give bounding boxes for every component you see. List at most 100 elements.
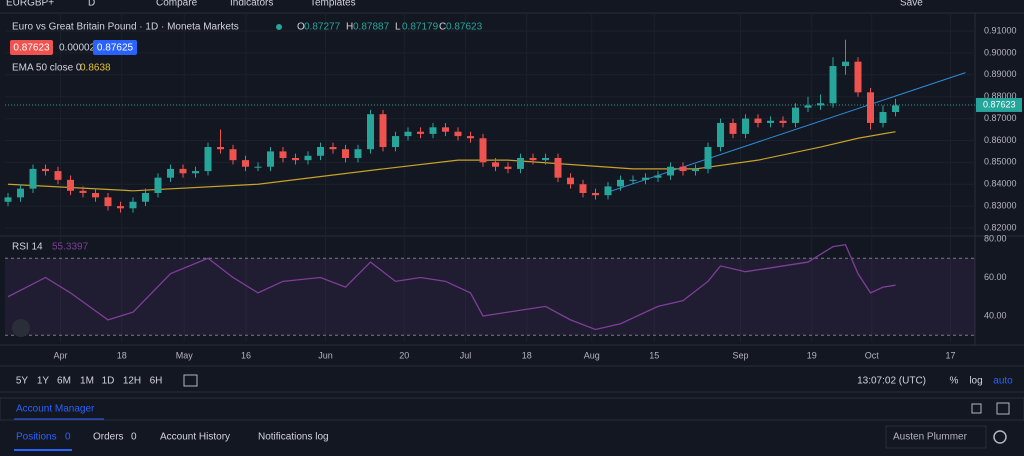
legend-title: Euro vs Great Britain Pound · 1D · Monet… <box>12 22 239 33</box>
rsi-legend: RSI 14 <box>12 242 43 253</box>
range-button[interactable]: 1M <box>80 376 94 387</box>
candle-body <box>229 149 237 161</box>
y-tick-label: 0.83000 <box>984 200 1017 210</box>
symbol-button[interactable]: EURGBP+ <box>6 0 54 9</box>
y-tick-label: 0.86000 <box>984 135 1017 145</box>
candle-body <box>504 166 512 169</box>
tab-notifications[interactable]: Notifications log <box>258 432 329 443</box>
save-button[interactable]: Save <box>900 0 923 9</box>
candle-body <box>492 162 499 167</box>
candle-body <box>192 171 199 174</box>
range-button[interactable]: 12H <box>123 376 141 387</box>
range-button[interactable]: 1D <box>102 376 115 387</box>
candle-body <box>429 127 437 134</box>
bid-box[interactable] <box>10 40 53 55</box>
date-range-icon[interactable] <box>183 374 198 387</box>
candle-body <box>404 131 412 137</box>
x-tick-label: 17 <box>945 350 955 360</box>
tab-positions[interactable]: Positions <box>16 432 57 443</box>
candle-body <box>704 147 712 169</box>
candle-body <box>279 151 287 158</box>
ohlc-label: H <box>346 22 353 33</box>
candle-body <box>617 179 624 187</box>
logo[interactable] <box>12 319 30 337</box>
candle-body <box>592 192 599 196</box>
range-button[interactable]: 6H <box>150 376 163 387</box>
ask-price: 0.87625 <box>97 43 134 54</box>
candle-body <box>829 66 837 104</box>
x-tick-label: Sep <box>732 350 748 360</box>
clock: 13:07:02 (UTC) <box>857 376 926 387</box>
x-tick-label: 16 <box>241 350 251 360</box>
indicators-button[interactable]: Indicators <box>230 0 273 9</box>
range-button[interactable]: 1Y <box>37 376 50 387</box>
candle-body <box>479 138 487 163</box>
candle-body <box>842 61 849 67</box>
y-tick-label: 0.89000 <box>984 69 1017 79</box>
candle-body <box>242 160 249 167</box>
y-tick-label: 0.90000 <box>984 47 1017 57</box>
candle-body <box>42 168 49 172</box>
candle-body <box>729 122 737 134</box>
settings-icon[interactable] <box>993 430 1007 444</box>
candle-body <box>567 177 574 185</box>
candle-body <box>754 118 762 123</box>
candle-body <box>317 147 324 156</box>
y-tick-label: 0.85000 <box>984 157 1017 167</box>
y-tick-label: 0.87000 <box>984 113 1017 123</box>
candle-body <box>142 192 149 202</box>
candle-body <box>179 168 187 174</box>
candle-body <box>267 151 274 167</box>
candle-body <box>542 157 549 161</box>
candle-body <box>204 147 212 172</box>
candle-body <box>217 147 224 150</box>
candle-body <box>629 179 637 181</box>
last-price-box <box>976 97 1022 112</box>
market-status <box>276 24 282 30</box>
log-toggle[interactable]: log <box>969 376 982 387</box>
candle-body <box>529 157 537 161</box>
panel-title[interactable]: Account Manager <box>16 404 95 415</box>
range-button[interactable]: 5Y <box>16 376 29 387</box>
candle-body <box>892 105 899 113</box>
interval-button[interactable]: D <box>88 0 95 9</box>
y-tick-label: 0.84000 <box>984 179 1017 189</box>
range-button[interactable]: 6M <box>57 376 71 387</box>
candle-body <box>329 147 337 150</box>
ohlc-value: 0.87887 <box>353 22 390 33</box>
minimize-icon[interactable] <box>971 403 982 414</box>
rsi-line <box>7 244 896 331</box>
ema-legend: EMA 50 close 0 <box>12 63 82 74</box>
candle-body <box>804 105 812 108</box>
plot <box>4 12 975 342</box>
candle-body <box>779 120 787 123</box>
ema-line <box>7 131 896 192</box>
bid-price: 0.87623 <box>13 43 50 54</box>
candle-body <box>517 157 524 169</box>
rsi-band <box>5 258 975 336</box>
x-tick-label: 18 <box>117 350 127 360</box>
candle-body <box>54 171 62 180</box>
templates-button[interactable]: Templates <box>310 0 356 9</box>
maximize-icon[interactable] <box>996 402 1010 415</box>
percent-toggle[interactable]: % <box>950 376 959 387</box>
user-select[interactable] <box>885 425 987 449</box>
candle-body <box>129 201 137 209</box>
candle-body <box>817 103 824 106</box>
ohlc-value: 0.87277 <box>304 22 341 33</box>
ask-box[interactable] <box>93 40 137 55</box>
ema-legend-value: 0.8638 <box>80 63 111 74</box>
auto-toggle[interactable]: auto <box>993 376 1013 387</box>
rsi-tick-label: 40.00 <box>984 310 1007 320</box>
tab-count: 0 <box>65 432 71 443</box>
ohlc-label: L <box>395 22 401 33</box>
tab-account-history[interactable]: Account History <box>160 432 230 443</box>
candle-body <box>304 155 312 161</box>
compare-button[interactable]: Compare <box>156 0 198 9</box>
candle-body <box>67 179 74 191</box>
x-tick-label: Apr <box>53 350 67 360</box>
candle-body <box>854 61 862 93</box>
tab-orders[interactable]: Orders <box>93 432 124 443</box>
